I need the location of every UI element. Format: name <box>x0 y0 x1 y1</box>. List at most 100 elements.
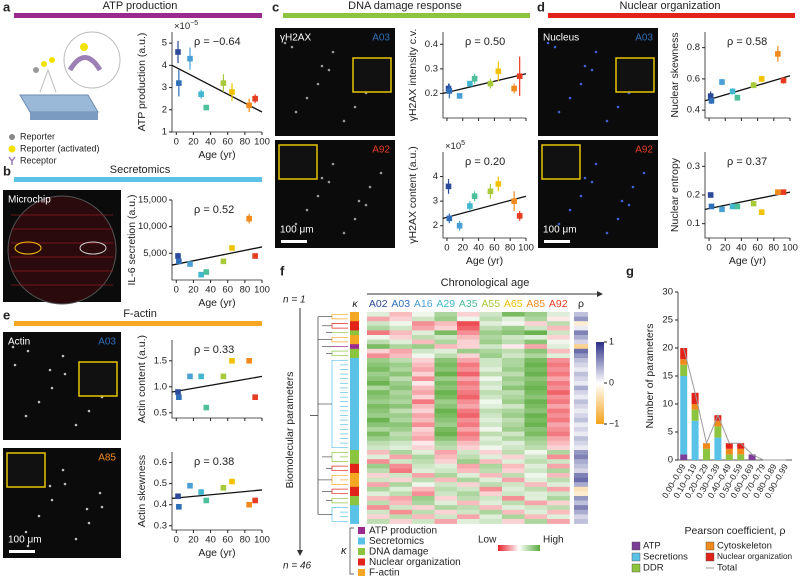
cell <box>568 208 572 212</box>
heatmap-cell <box>412 436 435 442</box>
y-tick-label: 0.2 <box>425 88 438 99</box>
cell <box>11 345 15 349</box>
x-tick-label: 0 <box>174 285 179 296</box>
heatmap-cell <box>434 468 458 474</box>
fit-line <box>704 75 791 102</box>
cell <box>61 468 65 472</box>
cell <box>63 372 67 376</box>
heatmap-cell <box>502 491 525 497</box>
cell <box>579 82 583 86</box>
heatmap-cell <box>479 463 503 469</box>
dendrogram-branch <box>331 507 340 522</box>
heatmap-cell <box>412 417 435 423</box>
heatmap-cell <box>367 385 390 391</box>
data-point <box>456 222 463 229</box>
heatmap-cell <box>547 394 570 400</box>
kappa-cell <box>350 408 359 414</box>
x-tick-label: 80 <box>505 243 516 254</box>
cell <box>557 110 561 114</box>
heatmap-cell <box>502 422 525 428</box>
kappa-cell <box>350 509 359 515</box>
legend-label: Secretomics <box>369 536 424 547</box>
heatmap-cell <box>547 440 570 446</box>
data-point <box>203 269 210 275</box>
heatmap-cell <box>547 321 570 327</box>
heatmap-cell <box>502 463 525 469</box>
data-point <box>187 55 193 62</box>
heatmap-cell <box>457 390 480 396</box>
bar-segment <box>737 454 745 460</box>
sample-label: A03 <box>635 33 653 44</box>
legend-label: DDR <box>643 563 664 574</box>
heatmap-cell <box>547 509 570 515</box>
x-tick-label: 20 <box>188 137 199 148</box>
rho-cell <box>574 367 588 373</box>
legend-swatch <box>631 541 641 551</box>
heatmap-cell <box>502 431 525 437</box>
heatmap-cell <box>502 390 525 396</box>
y-axis-label: γH2AX content (a.u.) <box>407 146 419 243</box>
heatmap-cell <box>367 371 390 377</box>
cell <box>316 82 320 86</box>
axis-multiplier: ×105 <box>445 140 465 152</box>
correlation-label: ρ = 0.58 <box>727 36 767 48</box>
heatmap-cell <box>479 321 503 327</box>
heatmap-cell <box>457 427 480 432</box>
heatmap-cell <box>412 496 435 501</box>
heatmap-cell <box>457 445 480 451</box>
heatmap-cell <box>412 427 435 432</box>
kappa-cell <box>350 473 359 478</box>
heatmap-cell <box>547 463 570 469</box>
heatmap-cell <box>547 514 570 520</box>
heatmap-cell <box>412 339 435 345</box>
kappa-cell <box>350 362 359 368</box>
cell <box>605 231 609 235</box>
heatmap-cell <box>524 348 548 354</box>
heatmap-cell <box>524 422 548 428</box>
data-point <box>198 373 204 380</box>
colorbar-tick-label: −1 <box>609 418 619 428</box>
y-axis-label: Nuclear skewness <box>669 32 681 117</box>
fit-line <box>171 489 263 500</box>
kappa-cell <box>350 353 359 359</box>
heatmap-cell <box>434 496 458 501</box>
heatmap-cell <box>502 339 525 345</box>
correlation-label: ρ = 0.52 <box>194 204 234 216</box>
heatmap-cell <box>547 486 570 492</box>
inset <box>78 361 118 397</box>
heatmap-cell <box>502 509 525 515</box>
bar-segment <box>737 448 745 455</box>
cell <box>24 414 28 418</box>
y-tick-label: 4 <box>433 171 438 182</box>
rho-cell <box>574 459 588 465</box>
heatmap-cell <box>502 496 525 501</box>
cell <box>583 176 587 180</box>
heatmap-cell <box>547 381 570 386</box>
data-point <box>758 76 765 82</box>
heatmap-cell <box>479 491 503 497</box>
heatmap-cell <box>412 358 435 363</box>
heatmap-cell <box>434 404 458 409</box>
rho-cell <box>574 413 588 419</box>
inset <box>541 144 581 180</box>
y-tick-label: 0.1 <box>687 218 700 229</box>
data-point <box>719 79 725 85</box>
heatmap-cell <box>457 473 480 478</box>
kappa-cell <box>350 321 359 327</box>
data-point <box>707 192 714 198</box>
heatmap-cell <box>524 390 548 396</box>
cell <box>327 180 331 184</box>
heatmap-cell <box>389 459 413 465</box>
heatmap-cell <box>547 362 570 368</box>
heatmap-cell <box>367 500 390 506</box>
heatmap-cell <box>502 394 525 400</box>
y-axis-label: Nuclear entropy <box>669 157 681 232</box>
heatmap-cell <box>457 312 480 317</box>
rho-cell <box>574 321 588 327</box>
microchip <box>7 195 117 305</box>
heatmap-cell <box>457 404 480 409</box>
legend-swatch <box>358 569 365 576</box>
heatmap-cell <box>457 482 480 488</box>
x-axis-label: Age (yr) <box>729 255 766 267</box>
heatmap-cell <box>367 316 390 322</box>
